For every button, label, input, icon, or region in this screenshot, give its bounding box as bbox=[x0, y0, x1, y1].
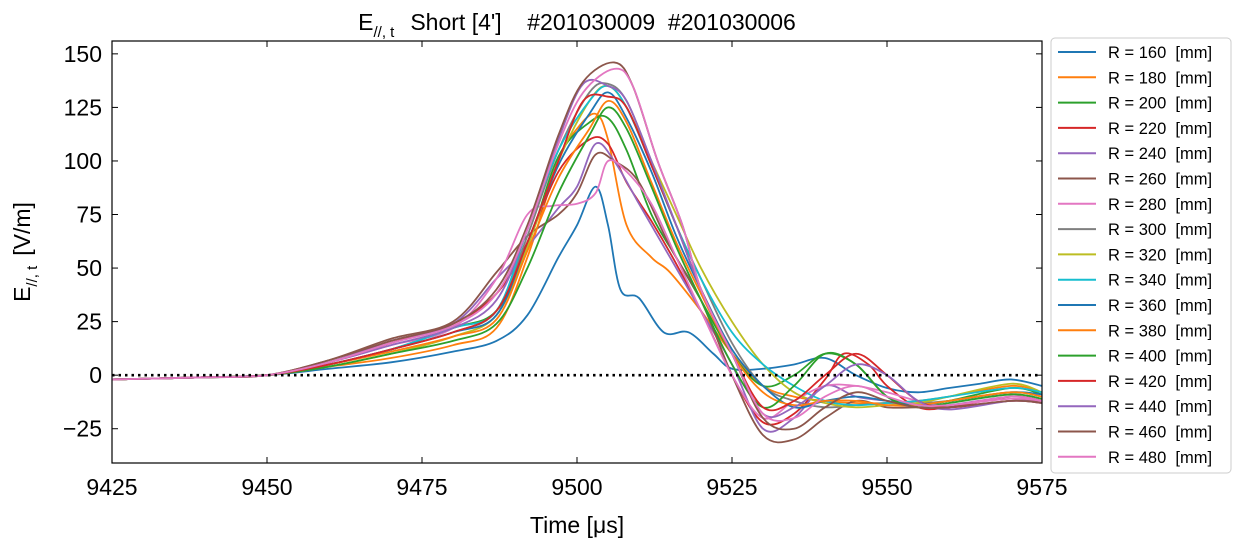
y-axis-label: E//, t [V/m] bbox=[9, 202, 41, 302]
legend-label: R = 160 [mm] bbox=[1108, 44, 1212, 62]
x-tick-label: 9450 bbox=[241, 474, 292, 500]
x-tick-label: 9525 bbox=[706, 474, 757, 500]
legend-label: R = 320 [mm] bbox=[1108, 246, 1212, 264]
y-tick-label: 150 bbox=[64, 41, 102, 67]
series-line-14 bbox=[112, 93, 1042, 412]
legend-label: R = 480 [mm] bbox=[1108, 449, 1212, 467]
legend-label: R = 180 [mm] bbox=[1108, 69, 1212, 87]
legend-label: R = 240 [mm] bbox=[1108, 145, 1212, 163]
x-tick-label: 9475 bbox=[396, 474, 447, 500]
legend-label: R = 300 [mm] bbox=[1108, 221, 1212, 239]
series-lines bbox=[112, 61, 1042, 444]
x-tick-label: 9575 bbox=[1016, 474, 1067, 500]
y-tick-label: 125 bbox=[64, 94, 102, 120]
svg-text:E//, t[V/m]: E//, t [V/m] bbox=[9, 202, 41, 302]
series-line-15 bbox=[112, 78, 1042, 419]
legend-label: R = 460 [mm] bbox=[1108, 424, 1212, 442]
axis-ticks bbox=[111, 41, 1043, 463]
series-line-7 bbox=[112, 159, 1042, 420]
y-tick-label: 50 bbox=[76, 255, 102, 281]
x-tick-label: 9550 bbox=[861, 474, 912, 500]
legend-label: R = 380 [mm] bbox=[1108, 322, 1212, 340]
series-line-17 bbox=[112, 67, 1042, 422]
series-line-3 bbox=[112, 114, 1042, 407]
legend-label: R = 340 [mm] bbox=[1108, 272, 1212, 290]
axis-tick-labels: 9425 9450 9475 9500 9525 9550 9575 −25 0 25 50 75 10… bbox=[63, 41, 1068, 500]
y-tick-label: 0 bbox=[89, 362, 102, 388]
series-line-1 bbox=[112, 185, 1042, 394]
legend-label: R = 360 [mm] bbox=[1108, 297, 1212, 315]
title-subscript: //, t bbox=[374, 24, 396, 41]
chart-title: E//, t Short [4'] #201030009 #201030006 bbox=[358, 9, 796, 41]
y-tick-label: 25 bbox=[76, 309, 102, 335]
title-rest: Short [4'] #201030009 #201030006 bbox=[410, 9, 796, 35]
ylabel-rest: [V/m] bbox=[9, 202, 35, 256]
y-tick-label: 100 bbox=[64, 148, 102, 174]
series-line-4 bbox=[112, 136, 1042, 426]
legend-label: R = 400 [mm] bbox=[1108, 348, 1212, 366]
y-tick-label: 75 bbox=[76, 202, 102, 228]
legend-label: R = 260 [mm] bbox=[1108, 171, 1212, 189]
legend-label: R = 280 [mm] bbox=[1108, 196, 1212, 214]
series-line-13 bbox=[112, 106, 1042, 409]
series-line-6 bbox=[112, 151, 1042, 444]
series-line-12 bbox=[112, 100, 1042, 407]
ylabel-subscript: //, t bbox=[24, 265, 41, 287]
x-tick-label: 9500 bbox=[551, 474, 602, 500]
ylabel-main: E bbox=[9, 287, 35, 302]
legend-label: R = 200 [mm] bbox=[1108, 95, 1212, 113]
legend: R = 160 [mm] R = 180 [mm] R = 200 [mm] R = … bbox=[1050, 37, 1232, 474]
x-tick-label: 9425 bbox=[86, 474, 137, 500]
legend-label: R = 420 [mm] bbox=[1108, 373, 1212, 391]
series-line-11 bbox=[112, 91, 1042, 409]
legend-label: R = 440 [mm] bbox=[1108, 398, 1212, 416]
y-tick-label: −25 bbox=[63, 416, 102, 442]
title-main: E bbox=[358, 9, 373, 35]
plot-frame bbox=[111, 40, 1043, 464]
x-axis-label: Time [μs] bbox=[530, 512, 624, 538]
legend-box bbox=[1050, 37, 1232, 474]
legend-label: R = 220 [mm] bbox=[1108, 120, 1212, 138]
